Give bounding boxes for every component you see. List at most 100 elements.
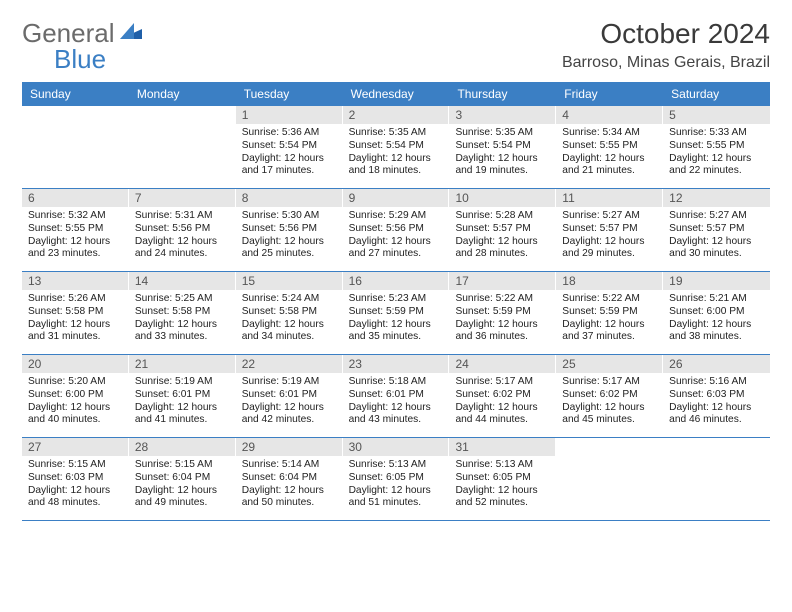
brand-logo: General Blue: [22, 18, 144, 49]
cell-body: Sunrise: 5:18 AMSunset: 6:01 PMDaylight:…: [343, 373, 450, 431]
daylight1-text: Daylight: 12 hours: [349, 236, 444, 249]
sunrise-text: Sunrise: 5:34 AM: [562, 127, 657, 140]
cell-body: Sunrise: 5:28 AMSunset: 5:57 PMDaylight:…: [449, 207, 556, 265]
daylight2-text: and 36 minutes.: [455, 331, 550, 344]
sunset-text: Sunset: 5:58 PM: [28, 306, 123, 319]
sunrise-text: Sunrise: 5:29 AM: [349, 210, 444, 223]
day-number: 19: [663, 272, 770, 290]
calendar-cell: 17Sunrise: 5:22 AMSunset: 5:59 PMDayligh…: [449, 272, 556, 354]
cell-body: Sunrise: 5:35 AMSunset: 5:54 PMDaylight:…: [449, 124, 556, 182]
day-number: 17: [449, 272, 556, 290]
day-number: 21: [129, 355, 236, 373]
cell-body: Sunrise: 5:19 AMSunset: 6:01 PMDaylight:…: [129, 373, 236, 431]
sunset-text: Sunset: 6:04 PM: [242, 472, 337, 485]
sunrise-text: Sunrise: 5:16 AM: [669, 376, 764, 389]
cell-body: Sunrise: 5:14 AMSunset: 6:04 PMDaylight:…: [236, 456, 343, 514]
calendar-cell: 25Sunrise: 5:17 AMSunset: 6:02 PMDayligh…: [556, 355, 663, 437]
sunset-text: Sunset: 6:03 PM: [669, 389, 764, 402]
calendar-cell: 26Sunrise: 5:16 AMSunset: 6:03 PMDayligh…: [663, 355, 770, 437]
calendar-cell: 12Sunrise: 5:27 AMSunset: 5:57 PMDayligh…: [663, 189, 770, 271]
sunset-text: Sunset: 5:59 PM: [349, 306, 444, 319]
cell-body: Sunrise: 5:35 AMSunset: 5:54 PMDaylight:…: [343, 124, 450, 182]
daylight2-text: and 49 minutes.: [135, 497, 230, 510]
sunrise-text: Sunrise: 5:23 AM: [349, 293, 444, 306]
sunrise-text: Sunrise: 5:32 AM: [28, 210, 123, 223]
daylight2-text: and 43 minutes.: [349, 414, 444, 427]
day-number: 15: [236, 272, 343, 290]
sunrise-text: Sunrise: 5:18 AM: [349, 376, 444, 389]
calendar-cell: 29Sunrise: 5:14 AMSunset: 6:04 PMDayligh…: [236, 438, 343, 520]
calendar-cell: 31Sunrise: 5:13 AMSunset: 6:05 PMDayligh…: [449, 438, 556, 520]
sunset-text: Sunset: 6:04 PM: [135, 472, 230, 485]
sunset-text: Sunset: 6:02 PM: [455, 389, 550, 402]
sunset-text: Sunset: 5:54 PM: [455, 140, 550, 153]
day-number: 3: [449, 106, 556, 124]
daylight1-text: Daylight: 12 hours: [562, 153, 657, 166]
daylight1-text: Daylight: 12 hours: [242, 236, 337, 249]
sunrise-text: Sunrise: 5:15 AM: [28, 459, 123, 472]
calendar-cell: 30Sunrise: 5:13 AMSunset: 6:05 PMDayligh…: [343, 438, 450, 520]
cell-body: Sunrise: 5:15 AMSunset: 6:04 PMDaylight:…: [129, 456, 236, 514]
calendar-cell: 22Sunrise: 5:19 AMSunset: 6:01 PMDayligh…: [236, 355, 343, 437]
daylight2-text: and 30 minutes.: [669, 248, 764, 261]
sunrise-text: Sunrise: 5:17 AM: [562, 376, 657, 389]
daylight2-text: and 38 minutes.: [669, 331, 764, 344]
calendar-row: ..1Sunrise: 5:36 AMSunset: 5:54 PMDaylig…: [22, 106, 770, 189]
day-number: 5: [663, 106, 770, 124]
daylight1-text: Daylight: 12 hours: [242, 153, 337, 166]
daylight1-text: Daylight: 12 hours: [349, 485, 444, 498]
daylight1-text: Daylight: 12 hours: [455, 485, 550, 498]
calendar-cell: 4Sunrise: 5:34 AMSunset: 5:55 PMDaylight…: [556, 106, 663, 188]
day-number: .: [663, 438, 770, 456]
sunset-text: Sunset: 5:55 PM: [28, 223, 123, 236]
daylight1-text: Daylight: 12 hours: [669, 402, 764, 415]
daylight2-text: and 48 minutes.: [28, 497, 123, 510]
sunrise-text: Sunrise: 5:30 AM: [242, 210, 337, 223]
daylight2-text: and 41 minutes.: [135, 414, 230, 427]
daylight2-text: and 42 minutes.: [242, 414, 337, 427]
cell-body: [556, 456, 663, 463]
brand-text-2: Blue: [54, 44, 106, 75]
sunrise-text: Sunrise: 5:25 AM: [135, 293, 230, 306]
cell-body: [22, 124, 129, 131]
daylight1-text: Daylight: 12 hours: [562, 402, 657, 415]
daylight2-text: and 44 minutes.: [455, 414, 550, 427]
cell-body: Sunrise: 5:27 AMSunset: 5:57 PMDaylight:…: [556, 207, 663, 265]
calendar-cell: 28Sunrise: 5:15 AMSunset: 6:04 PMDayligh…: [129, 438, 236, 520]
cell-body: Sunrise: 5:13 AMSunset: 6:05 PMDaylight:…: [343, 456, 450, 514]
cell-body: Sunrise: 5:16 AMSunset: 6:03 PMDaylight:…: [663, 373, 770, 431]
day-number: 11: [556, 189, 663, 207]
sunset-text: Sunset: 5:57 PM: [669, 223, 764, 236]
sunset-text: Sunset: 6:01 PM: [349, 389, 444, 402]
cell-body: Sunrise: 5:27 AMSunset: 5:57 PMDaylight:…: [663, 207, 770, 265]
day-number: 8: [236, 189, 343, 207]
sunset-text: Sunset: 5:54 PM: [349, 140, 444, 153]
calendar-cell: 14Sunrise: 5:25 AMSunset: 5:58 PMDayligh…: [129, 272, 236, 354]
sunset-text: Sunset: 5:59 PM: [455, 306, 550, 319]
day-number: 9: [343, 189, 450, 207]
calendar-cell: 16Sunrise: 5:23 AMSunset: 5:59 PMDayligh…: [343, 272, 450, 354]
cell-body: Sunrise: 5:21 AMSunset: 6:00 PMDaylight:…: [663, 290, 770, 348]
calendar-body: ..1Sunrise: 5:36 AMSunset: 5:54 PMDaylig…: [22, 106, 770, 521]
day-header: Friday: [556, 82, 663, 106]
day-number: 1: [236, 106, 343, 124]
calendar-row: 13Sunrise: 5:26 AMSunset: 5:58 PMDayligh…: [22, 272, 770, 355]
sunrise-text: Sunrise: 5:28 AM: [455, 210, 550, 223]
daylight1-text: Daylight: 12 hours: [135, 236, 230, 249]
cell-body: Sunrise: 5:36 AMSunset: 5:54 PMDaylight:…: [236, 124, 343, 182]
sunrise-text: Sunrise: 5:27 AM: [669, 210, 764, 223]
sunset-text: Sunset: 6:05 PM: [349, 472, 444, 485]
sunrise-text: Sunrise: 5:33 AM: [669, 127, 764, 140]
sunset-text: Sunset: 5:57 PM: [562, 223, 657, 236]
day-number: 25: [556, 355, 663, 373]
cell-body: [663, 456, 770, 463]
day-number: 7: [129, 189, 236, 207]
calendar-cell: 5Sunrise: 5:33 AMSunset: 5:55 PMDaylight…: [663, 106, 770, 188]
day-number: 2: [343, 106, 450, 124]
sunrise-text: Sunrise: 5:36 AM: [242, 127, 337, 140]
day-header: Wednesday: [343, 82, 450, 106]
calendar-row: 27Sunrise: 5:15 AMSunset: 6:03 PMDayligh…: [22, 438, 770, 521]
cell-body: Sunrise: 5:29 AMSunset: 5:56 PMDaylight:…: [343, 207, 450, 265]
calendar-cell: .: [22, 106, 129, 188]
sunrise-text: Sunrise: 5:22 AM: [562, 293, 657, 306]
